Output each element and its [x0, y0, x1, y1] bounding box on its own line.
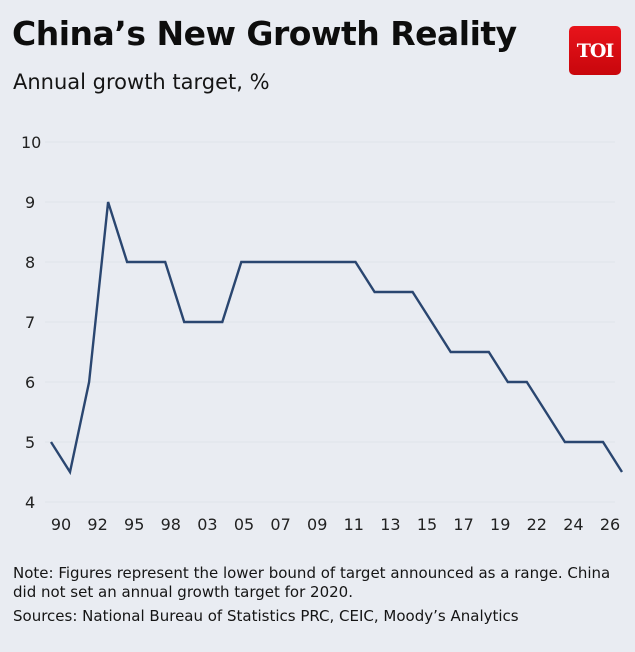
y-tick-label: 10 — [21, 133, 41, 152]
chart-sources: Sources: National Bureau of Statistics P… — [13, 607, 519, 625]
y-tick-label: 4 — [25, 493, 35, 512]
y-tick-label: 5 — [25, 433, 35, 452]
toi-logo: TOI — [569, 26, 621, 75]
y-tick-label: 9 — [25, 193, 35, 212]
y-tick-label: 6 — [25, 373, 35, 392]
x-tick-label: 90 — [51, 515, 71, 534]
x-tick-label: 09 — [307, 515, 327, 534]
x-tick-label: 98 — [161, 515, 181, 534]
x-tick-label: 24 — [563, 515, 583, 534]
x-tick-label: 05 — [234, 515, 254, 534]
x-tick-label: 13 — [380, 515, 400, 534]
x-tick-label: 22 — [527, 515, 547, 534]
x-tick-label: 19 — [490, 515, 510, 534]
x-tick-label: 15 — [417, 515, 437, 534]
x-tick-label: 07 — [270, 515, 290, 534]
chart-subtitle: Annual growth target, % — [13, 70, 270, 94]
y-tick-label: 7 — [25, 313, 35, 332]
logo-text: TOI — [576, 39, 615, 62]
x-tick-label: 95 — [124, 515, 144, 534]
chart-note: Note: Figures represent the lower bound … — [13, 564, 611, 601]
x-tick-label: 17 — [453, 515, 473, 534]
x-tick-label: 11 — [344, 515, 364, 534]
series-line — [49, 201, 624, 476]
chart-title: China’s New Growth Reality — [12, 14, 517, 53]
y-tick-label: 8 — [25, 253, 35, 272]
x-tick-label: 03 — [197, 515, 217, 534]
x-tick-label: 26 — [600, 515, 620, 534]
x-tick-label: 92 — [87, 515, 107, 534]
